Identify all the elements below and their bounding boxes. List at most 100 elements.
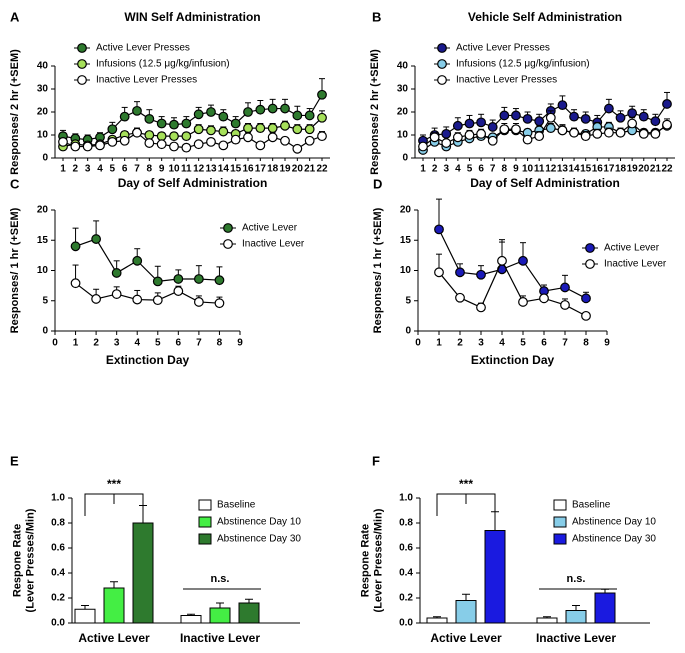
x-tick-label: Active Lever: [78, 631, 150, 645]
y-tick-label: 10: [397, 130, 409, 141]
legend-label: Abstinence Day 10: [572, 517, 656, 528]
marker: [452, 120, 463, 131]
series-line: [62, 131, 323, 150]
marker: [70, 241, 81, 252]
y-axis-label: (Lever Presses/Min): [24, 508, 36, 612]
marker: [581, 293, 591, 304]
y-tick-label: 0: [42, 326, 48, 337]
marker: [580, 113, 591, 124]
marker: [497, 255, 507, 266]
marker: [452, 132, 463, 143]
series-line: [422, 103, 668, 142]
x-tick-label: 14: [568, 164, 580, 175]
bar: [180, 615, 202, 624]
marker: [156, 131, 167, 142]
x-tick-label: 9: [513, 164, 519, 175]
x-tick-label: 10: [522, 164, 534, 175]
marker: [638, 111, 649, 122]
marker: [304, 110, 315, 121]
y-tick-label: 30: [37, 84, 49, 95]
legend-label: Baseline: [217, 500, 256, 511]
x-tick-label: 15: [580, 164, 592, 175]
x-tick-label: 7: [134, 164, 140, 175]
marker: [70, 278, 81, 289]
bar: [209, 607, 231, 624]
legend-label: Inactive Lever: [242, 239, 305, 250]
marker: [604, 127, 614, 138]
panel-letter: C: [10, 176, 20, 191]
x-tick-label: 8: [502, 164, 508, 175]
x-tick-label: 20: [638, 164, 650, 175]
y-tick-label: 40: [37, 61, 49, 72]
x-tick-label: 18: [615, 164, 627, 175]
marker: [152, 276, 163, 287]
y-tick-label: 20: [400, 205, 412, 216]
annotation: n.s.: [567, 573, 586, 585]
marker: [499, 124, 510, 135]
marker: [255, 140, 266, 151]
x-tick-label: 17: [255, 164, 267, 175]
y-axis-label: Responses/ 1 hr (+SEM): [9, 207, 21, 333]
marker: [627, 108, 638, 119]
marker: [82, 141, 93, 152]
marker: [218, 111, 229, 122]
marker: [441, 138, 452, 148]
marker: [132, 105, 142, 116]
x-tick-label: 20: [292, 164, 304, 175]
panel-letter: E: [10, 453, 19, 468]
marker: [317, 89, 327, 100]
marker: [111, 268, 122, 278]
marker: [181, 142, 192, 153]
legend-marker: [223, 239, 233, 249]
chart-title: Vehicle Self Administration: [468, 10, 622, 24]
legend-swatch: [198, 533, 212, 545]
marker: [214, 298, 225, 309]
legend-label: Active Lever Presses: [96, 43, 190, 54]
marker: [455, 267, 465, 278]
marker: [650, 128, 661, 139]
marker: [557, 100, 568, 110]
marker: [243, 123, 253, 134]
marker: [132, 255, 143, 266]
legend-label: Abstinence Day 30: [572, 534, 656, 545]
marker: [144, 113, 155, 124]
panel-letter: B: [372, 9, 381, 24]
x-tick-label: 8: [147, 164, 153, 175]
marker: [615, 112, 626, 123]
marker: [522, 134, 533, 145]
marker: [193, 109, 204, 120]
y-tick-label: 0: [402, 153, 408, 164]
marker: [267, 103, 278, 114]
x-tick-label: 22: [661, 164, 673, 175]
marker: [119, 135, 130, 146]
y-tick-label: 0.4: [51, 568, 65, 579]
y-tick-label: 15: [400, 235, 412, 246]
legend-label: Active Lever: [604, 243, 660, 254]
series-line: [62, 94, 323, 141]
marker: [169, 131, 179, 142]
significance-bracket: [436, 493, 496, 516]
x-tick-label: 3: [85, 164, 91, 175]
bar: [455, 600, 477, 624]
y-tick-label: 0.6: [399, 543, 413, 554]
marker: [476, 117, 486, 128]
marker: [156, 118, 167, 129]
x-tick-label: 12: [193, 164, 205, 175]
marker: [132, 294, 143, 305]
series-line: [62, 117, 323, 148]
x-tick-label: 10: [168, 164, 180, 175]
legend-marker: [585, 259, 595, 269]
y-tick-label: 30: [397, 84, 409, 95]
y-axis-label: Respone Rate: [359, 524, 371, 597]
marker: [230, 118, 241, 129]
y-tick-label: 0: [405, 326, 411, 337]
x-tick-label: 19: [627, 164, 639, 175]
marker: [638, 128, 649, 139]
x-tick-label: 5: [520, 338, 526, 349]
marker: [569, 111, 579, 122]
y-tick-label: 10: [37, 265, 49, 276]
marker: [455, 292, 465, 303]
x-tick-label: 7: [196, 338, 202, 349]
y-tick-label: 5: [405, 295, 411, 306]
